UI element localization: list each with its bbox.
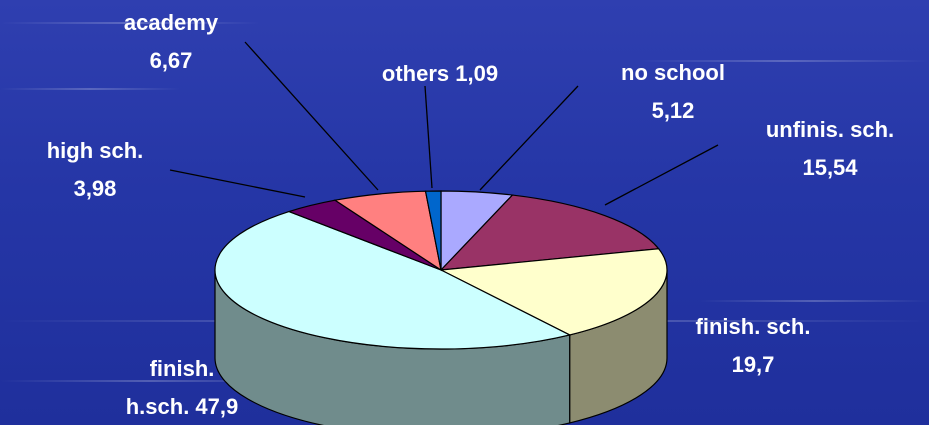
leader-line-1 bbox=[604, 144, 719, 206]
slice-label-line: finish. bbox=[150, 356, 215, 381]
leader-line-6 bbox=[424, 85, 433, 189]
slice-label-line: 19,7 bbox=[732, 352, 775, 377]
slice-labels: no school 5,12 unfinis. sch. 15,54 finish. s… bbox=[47, 10, 894, 419]
slice-label-line: 3,98 bbox=[74, 176, 117, 201]
slice-label-line: unfinis. sch. bbox=[766, 117, 894, 142]
slice-label-3: finish. h.sch. 47,9 bbox=[126, 356, 239, 419]
slice-label-1: unfinis. sch. 15,54 bbox=[766, 117, 894, 180]
background-streak bbox=[0, 22, 260, 24]
pie-slice-3 bbox=[214, 210, 572, 350]
slice-label-0: no school 5,12 bbox=[621, 60, 725, 123]
background-streak bbox=[0, 380, 300, 382]
leader-line-0 bbox=[479, 85, 579, 191]
slice-label-line: high sch. bbox=[47, 138, 144, 163]
slice-label-4: high sch. 3,98 bbox=[47, 138, 144, 201]
leader-lines bbox=[169, 41, 719, 206]
slice-label-6: others 1,09 bbox=[382, 61, 498, 86]
pie-slice-6 bbox=[424, 190, 442, 271]
leader-line-4 bbox=[169, 169, 306, 198]
background-streak bbox=[0, 88, 180, 90]
slice-label-line: finish. sch. bbox=[696, 314, 811, 339]
slice-label-line: 15,54 bbox=[802, 155, 858, 180]
slice-label-line: others 1,09 bbox=[382, 61, 498, 86]
pie-slices bbox=[214, 190, 668, 350]
slice-label-2: finish. sch. 19,7 bbox=[696, 314, 811, 377]
pie-slice-2 bbox=[438, 248, 668, 336]
slice-label-line: h.sch. 47,9 bbox=[126, 394, 239, 419]
slice-label-5: academy 6,67 bbox=[124, 10, 219, 73]
pie-slice-1 bbox=[439, 194, 660, 271]
slice-label-line: academy bbox=[124, 10, 219, 35]
slice-label-line: 6,67 bbox=[150, 48, 193, 73]
background-streak bbox=[700, 300, 929, 302]
slice-label-line: 5,12 bbox=[652, 98, 695, 123]
slice-label-line: no school bbox=[621, 60, 725, 85]
background-streak bbox=[640, 60, 929, 62]
leader-line-5 bbox=[244, 41, 379, 191]
